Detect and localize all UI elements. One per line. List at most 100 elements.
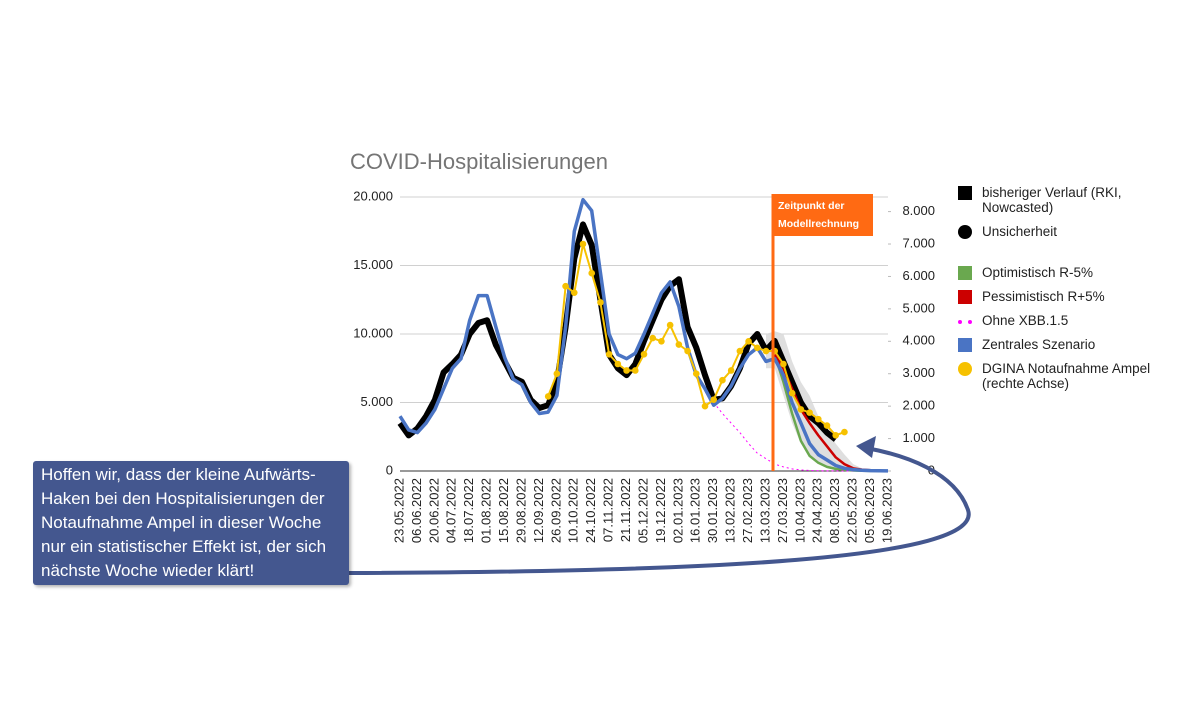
- y2-tick-label: 1.000: [902, 430, 935, 445]
- x-tick-label: 08.05.2023: [827, 478, 842, 543]
- legend-swatch: [958, 338, 972, 352]
- data-point: [570, 289, 578, 296]
- legend: bisheriger Verlauf (RKI, Nowcasted) Unsic…: [958, 185, 1188, 400]
- x-tick-label: 12.09.2022: [531, 478, 546, 543]
- data-point: [544, 393, 552, 400]
- legend-item: Pessimistisch R+5%: [958, 289, 1188, 304]
- data-point: [736, 347, 744, 355]
- y2-tick-label: 6.000: [902, 268, 935, 283]
- x-tick-label: 06.06.2022: [409, 478, 424, 543]
- legend-label: Pessimistisch R+5%: [982, 289, 1105, 304]
- x-tick-label: 18.07.2022: [461, 478, 476, 543]
- data-point: [692, 370, 700, 378]
- uncertainty-band: [766, 331, 862, 471]
- x-tick-label: 13.03.2023: [757, 478, 772, 543]
- x-tick-label: 10.10.2022: [566, 478, 581, 543]
- series-line: [398, 197, 889, 473]
- data-point: [675, 341, 683, 348]
- legend-item: Unsicherheit: [958, 224, 1188, 239]
- legend-swatch: [958, 320, 972, 324]
- data-point: [797, 406, 805, 413]
- data-point: [623, 367, 630, 374]
- x-tick-label: 05.06.2023: [862, 478, 877, 543]
- data-point: [631, 367, 639, 374]
- x-tick-label: 15.08.2022: [496, 478, 511, 543]
- data-point: [727, 367, 735, 374]
- legend-label: Ohne XBB.1.5: [982, 313, 1069, 328]
- x-tick-label: 19.06.2023: [879, 478, 894, 543]
- data-point: [823, 422, 831, 429]
- y2-tick-label: 4.000: [902, 333, 935, 348]
- callout-arrow: [347, 446, 971, 575]
- arrow-head: [856, 436, 876, 458]
- series-line: [397, 221, 838, 442]
- data-point: [553, 370, 561, 378]
- data-point: [710, 396, 718, 403]
- x-tick-label: 20.06.2022: [426, 478, 441, 543]
- legend-item: DGINA Notaufnahme Ampel (rechte Achse): [958, 361, 1188, 391]
- data-point: [614, 360, 622, 368]
- x-tick-label: 21.11.2022: [618, 478, 633, 542]
- model-time-label: Zeitpunkt der Modellrechnung: [773, 194, 873, 236]
- data-point: [753, 344, 761, 352]
- legend-label: DGINA Notaufnahme Ampel (rechte Achse): [982, 361, 1151, 391]
- data-point: [597, 299, 604, 306]
- x-tick-label: 27.02.2023: [740, 478, 755, 543]
- y-tick-label: 15.000: [353, 257, 393, 272]
- legend-item: Zentrales Szenario: [958, 337, 1188, 352]
- y-tick-label: 20.000: [353, 188, 393, 203]
- data-point: [832, 432, 840, 439]
- x-tick-label: 16.01.2023: [688, 478, 703, 543]
- data-point: [814, 415, 822, 423]
- x-tick-label: 01.08.2022: [479, 478, 494, 543]
- data-point: [640, 350, 648, 358]
- y2-tick-label: 8.000: [902, 203, 935, 218]
- x-tick-label: 10.04.2023: [792, 478, 807, 543]
- legend-swatch: [958, 290, 972, 304]
- y2-tick-label: 7.000: [902, 235, 935, 250]
- data-point: [780, 360, 787, 368]
- y-tick-label: 10.000: [353, 325, 393, 340]
- x-tick-label: 02.01.2023: [670, 478, 685, 543]
- legend-item: Optimistisch R-5%: [958, 265, 1188, 280]
- data-point: [841, 428, 848, 436]
- x-tick-label: 04.07.2022: [444, 478, 459, 543]
- data-point: [658, 337, 665, 345]
- legend-label: Optimistisch R-5%: [982, 265, 1094, 280]
- y2-tick-label: 5.000: [902, 300, 935, 315]
- x-tick-label: 27.03.2023: [775, 478, 790, 543]
- legend-label: Zentrales Szenario: [982, 337, 1096, 352]
- data-point: [719, 376, 726, 384]
- legend-item: Ohne XBB.1.5: [958, 313, 1188, 328]
- x-tick-label: 24.10.2022: [583, 478, 598, 543]
- data-point: [605, 350, 613, 358]
- data-point: [666, 321, 674, 329]
- x-tick-label: 07.11.2022: [601, 478, 616, 542]
- legend-swatch: [958, 266, 972, 280]
- callout: Hoffen wir, dass der kleine Aufwärts-Hak…: [33, 461, 349, 585]
- x-tick-label: 24.04.2023: [810, 478, 825, 543]
- data-point: [806, 409, 813, 416]
- data-point: [579, 240, 587, 248]
- y2-tick-label: 2.000: [902, 398, 935, 413]
- legend-item: bisheriger Verlauf (RKI, Nowcasted): [958, 185, 1188, 215]
- y2-tick-label: 3.000: [902, 365, 935, 380]
- legend-swatch: [958, 225, 972, 239]
- x-tick-label: 13.02.2023: [723, 478, 738, 543]
- data-point: [788, 389, 796, 397]
- y-tick-label: 0: [386, 462, 393, 477]
- x-tick-label: 23.05.2022: [391, 478, 406, 543]
- legend-swatch: [958, 362, 972, 376]
- legend-swatch: [958, 186, 972, 200]
- legend-label: bisheriger Verlauf (RKI, Nowcasted): [982, 185, 1122, 215]
- y-tick-label: 5.000: [360, 394, 393, 409]
- data-point: [745, 337, 752, 345]
- legend-label: Unsicherheit: [982, 224, 1058, 239]
- data-point: [649, 334, 657, 342]
- data-point: [588, 269, 596, 277]
- x-tick-label: 05.12.2022: [635, 478, 650, 543]
- x-tick-label: 22.05.2023: [845, 478, 860, 543]
- x-tick-label: 19.12.2022: [653, 478, 668, 543]
